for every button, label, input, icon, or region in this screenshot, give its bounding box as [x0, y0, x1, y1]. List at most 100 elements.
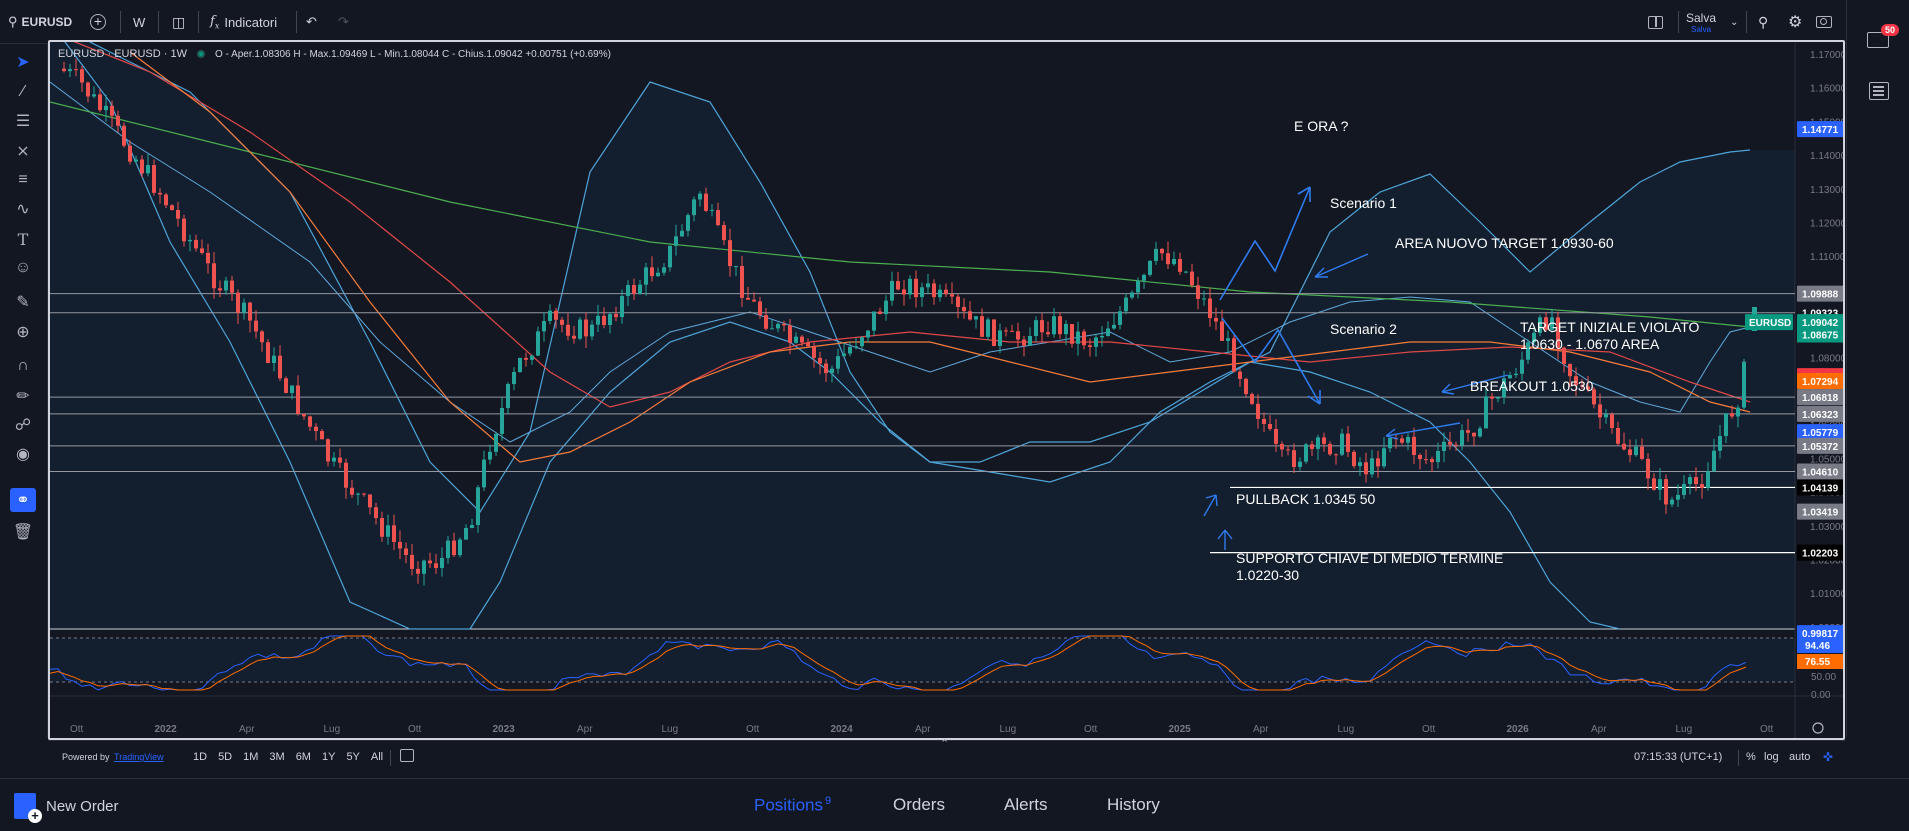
candle-body — [1718, 436, 1722, 451]
price-label: 1.05779 — [1802, 428, 1839, 439]
candle-body — [1124, 297, 1128, 312]
projection-tool[interactable]: ∿ — [10, 197, 36, 221]
chart-legend: EURUSD · EURUSD · 1W O - Aper.1.08306 H … — [58, 48, 611, 60]
zoom-tool[interactable]: ⊕ — [10, 320, 36, 344]
range-5y[interactable]: 5Y — [346, 751, 360, 763]
candle-body — [1694, 477, 1698, 485]
candle-body — [1010, 330, 1014, 332]
interval-button[interactable]: W — [133, 14, 146, 30]
osc-label-bg — [1797, 638, 1843, 653]
candle-body — [86, 82, 90, 97]
horizontal-line-tool[interactable]: ☰ — [10, 109, 36, 133]
stay-drawing-tool[interactable]: ✏ — [10, 384, 36, 408]
candle-body — [992, 319, 996, 346]
chart-canvas[interactable]: E ORA ? Scenario 1 AREA NUOVO TARGET 1.093… — [50, 42, 1845, 740]
save-dropdown[interactable]: ⌄ — [1730, 0, 1738, 44]
price-label: 1.02203 — [1802, 549, 1839, 560]
candle-body — [1004, 330, 1008, 332]
text-tool[interactable]: T — [10, 227, 36, 251]
ruler-tool[interactable]: ✎ — [10, 290, 36, 314]
notifications-button[interactable]: 50 — [1867, 24, 1900, 50]
candle-body — [1214, 318, 1218, 322]
new-order-button[interactable]: + New Order — [14, 793, 119, 823]
candle-body — [140, 159, 144, 174]
candle-body — [1172, 259, 1176, 265]
candle-body — [1460, 430, 1464, 446]
emoji-tool[interactable]: ☺ — [10, 256, 36, 280]
price-label: 1.04139 — [1802, 483, 1839, 494]
calendar-icon — [400, 749, 414, 762]
sync-tool[interactable]: ⚭ — [10, 488, 36, 512]
annotation-e-ora: E ORA ? — [1294, 118, 1349, 134]
tab-positions[interactable]: Positions 9 — [754, 795, 831, 816]
indicators-button[interactable]: fx Indicatori — [210, 0, 277, 44]
cursor-tool[interactable]: ➤ — [10, 50, 36, 74]
price-label-bg — [1797, 424, 1843, 441]
tab-history[interactable]: History — [1107, 795, 1160, 814]
candle-body — [614, 314, 618, 318]
range-6m[interactable]: 6M — [295, 751, 311, 763]
scenario2-path[interactable] — [1221, 317, 1321, 405]
candle-body — [206, 252, 210, 264]
chart-type-button[interactable]: ◫ — [172, 0, 185, 44]
scenario1-path[interactable] — [1219, 186, 1311, 301]
candle-body — [1490, 396, 1494, 399]
date-range-button[interactable] — [400, 749, 414, 765]
candle-body — [626, 284, 630, 297]
divider — [120, 11, 121, 33]
settings-button[interactable]: ⚙ — [1788, 0, 1802, 44]
time-axis-settings-icon[interactable] — [1812, 722, 1824, 734]
percent-toggle[interactable]: % — [1746, 751, 1756, 763]
undo-button[interactable]: ↶ — [306, 0, 317, 44]
lock-tool[interactable]: ☍ — [10, 413, 36, 437]
range-3m[interactable]: 3M — [269, 751, 285, 763]
chart-pane[interactable]: E ORA ? Scenario 1 AREA NUOVO TARGET 1.093… — [48, 40, 1845, 740]
zigzag-icon: ∿ — [16, 201, 30, 218]
range-all[interactable]: All — [370, 751, 384, 763]
expand-panel-button[interactable]: ⌃ — [940, 737, 949, 750]
tab-alerts[interactable]: Alerts — [1004, 795, 1048, 814]
fib-tool[interactable]: ≡ — [10, 168, 36, 192]
pattern-tool[interactable]: ⨯ — [10, 139, 36, 163]
hide-tool[interactable]: ◉ — [10, 442, 36, 466]
candle-body — [182, 218, 186, 242]
delete-tool[interactable]: 🗑 — [10, 520, 36, 544]
candle-body — [1112, 324, 1116, 329]
price-label: 1.06323 — [1802, 410, 1839, 421]
range-5d[interactable]: 5D — [218, 751, 233, 763]
candle-body — [1502, 378, 1506, 398]
layout-button[interactable] — [1648, 0, 1663, 44]
news-button[interactable] — [1869, 82, 1889, 100]
price-label-bg — [1797, 389, 1843, 406]
symbol-search[interactable]: ⚲ EURUSD — [8, 0, 72, 44]
candle-body — [974, 316, 978, 320]
candle-body — [116, 115, 120, 126]
compare-button[interactable]: + — [90, 0, 106, 44]
trendline-tool[interactable]: ∕ — [10, 80, 36, 104]
candle-body — [1130, 292, 1134, 298]
range-1y[interactable]: 1Y — [321, 751, 336, 763]
symbol-tag-bg — [1745, 314, 1793, 331]
candle-body — [728, 240, 732, 267]
candle-body — [1076, 331, 1080, 344]
candle-body — [578, 319, 582, 339]
smiley-icon: ☺ — [14, 259, 32, 276]
save-button[interactable]: Salva Salva — [1686, 0, 1716, 44]
candle-body — [1532, 332, 1536, 343]
osc-tick: 50.00 — [1811, 672, 1836, 683]
range-1d[interactable]: 1D — [193, 751, 208, 763]
auto-toggle[interactable]: auto — [1789, 751, 1811, 763]
divider — [198, 11, 199, 33]
magnet-tool[interactable]: ∩ — [10, 354, 36, 378]
tab-orders[interactable]: Orders — [893, 795, 945, 814]
redo-button[interactable]: ↷ — [338, 0, 349, 44]
candle-body — [1376, 458, 1380, 467]
crosshair-settings-button[interactable]: ✜ — [1823, 750, 1833, 764]
log-toggle[interactable]: log — [1764, 751, 1779, 763]
tradingview-link[interactable]: TradingView — [114, 752, 164, 762]
candle-body — [1298, 461, 1302, 467]
candle-body — [1250, 394, 1254, 404]
snapshot-button[interactable] — [1816, 0, 1832, 44]
range-1m[interactable]: 1M — [243, 751, 259, 763]
quick-search-button[interactable]: ⚲ — [1758, 0, 1768, 44]
